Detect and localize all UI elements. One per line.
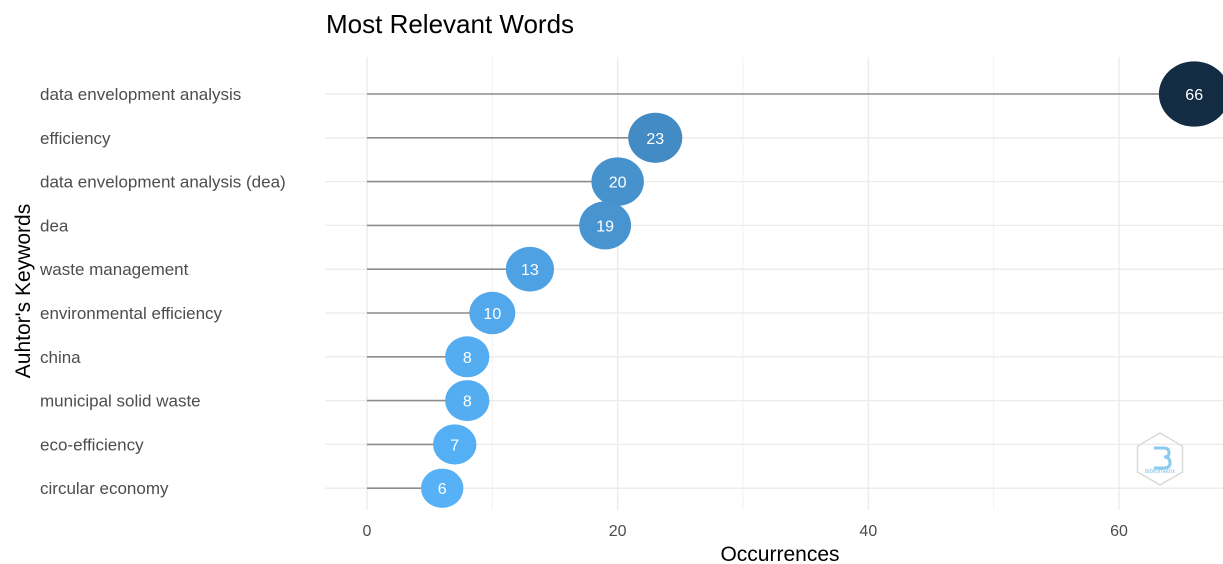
logo-b-icon [1154,446,1172,470]
lollipop-dot [628,112,683,163]
x-tick-label: 0 [363,523,372,540]
category-label: china [40,348,81,367]
lollipop-dots [420,61,1223,508]
lollipop-dot [433,424,477,465]
category-label: waste management [39,260,189,279]
minor-gridlines [491,57,995,510]
x-tick-label: 40 [859,523,877,540]
category-label: circular economy [40,479,169,498]
x-axis-title: Occurrences [720,543,839,564]
lollipop-stems [367,93,1195,490]
value-label: 10 [483,306,501,323]
lollipop-dot [420,468,464,508]
hexagon-logo-icon [1136,432,1184,486]
lollipop-dot [469,291,516,335]
major-gridlines-x [366,57,1120,510]
category-label: efficiency [40,129,111,148]
category-label: environmental efficiency [40,304,223,323]
category-labels: data envelopment analysis efficiency data … [39,85,286,498]
x-tick-labels: 0 20 40 60 [363,523,1128,540]
x-tick-label: 60 [1110,523,1128,540]
value-labels: 66 23 20 19 13 10 8 8 7 6 [438,87,1203,498]
category-label: eco-efficiency [40,435,144,454]
lollipop-dot [505,246,555,292]
x-tick-label: 20 [609,523,627,540]
value-label: 66 [1185,87,1203,104]
value-label: 13 [521,262,539,279]
value-label: 6 [438,481,447,498]
lollipop-dot [445,336,490,378]
lollipop-dot [591,157,644,206]
value-label: 8 [463,350,472,367]
y-axis-title: Auhtor's Keywords [12,204,35,378]
watermark-text: bibliometrix [1145,469,1175,475]
category-label: municipal solid waste [40,392,201,411]
lollipop-dot [445,380,490,422]
chart-title: Most Relevant Words [326,9,574,39]
value-label: 19 [596,218,614,235]
value-label: 8 [463,394,472,411]
value-label: 23 [646,131,664,148]
watermark-logo: bibliometrix [1136,432,1184,486]
lollipop-dot [1158,61,1223,127]
category-label: data envelopment analysis [40,85,241,104]
category-label: data envelopment analysis (dea) [40,173,286,192]
value-label: 7 [450,437,459,454]
lollipop-dot [579,201,632,250]
category-label: dea [40,216,69,235]
value-label: 20 [609,175,627,192]
